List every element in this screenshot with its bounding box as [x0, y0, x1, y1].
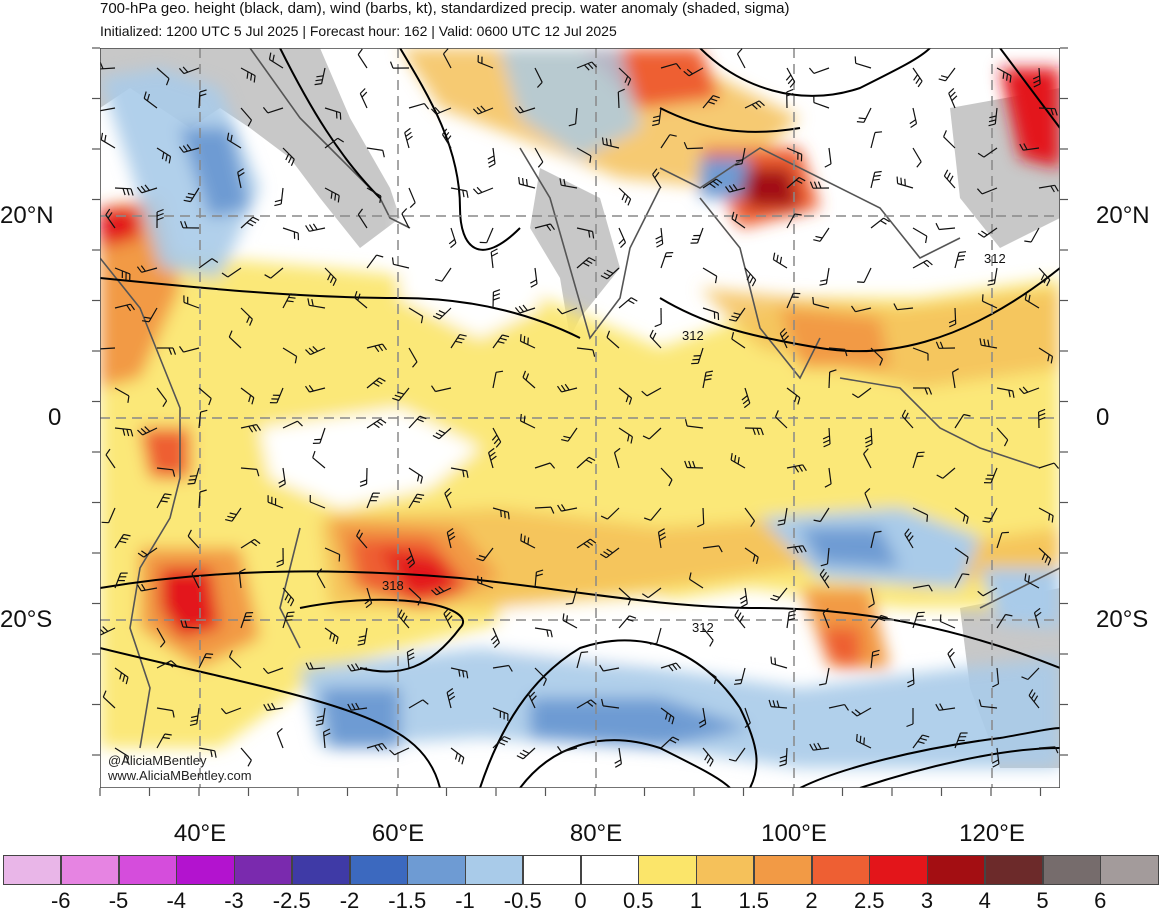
colorbar-swatch	[638, 855, 696, 885]
lon-label-120e: 120°E	[959, 820, 1025, 848]
colorbar-tick-label: 0	[574, 888, 586, 914]
colorbar-tick-label: 2	[805, 888, 817, 914]
colorbar-swatch	[985, 855, 1043, 885]
colorbar-swatch	[869, 855, 927, 885]
colorbar-swatch	[754, 855, 812, 885]
colorbar-tick-label: -3	[224, 888, 244, 914]
colorbar-swatch	[523, 855, 581, 885]
lat-label-20n-right: 20°N	[1096, 202, 1150, 230]
lat-label-eq-right: 0	[1096, 404, 1109, 432]
colorbar-tick-label: -6	[51, 888, 71, 914]
colorbar-tick-label: 4	[979, 888, 991, 914]
colorbar-tick-label: -5	[109, 888, 129, 914]
colorbar-tick-label: -1.5	[388, 888, 426, 914]
lon-label-80e: 80°E	[570, 820, 622, 848]
colorbar-swatch	[407, 855, 465, 885]
colorbar-tick-label: 6	[1094, 888, 1106, 914]
colorbar-swatch	[119, 855, 177, 885]
colorbar-swatch	[292, 855, 350, 885]
colorbar-swatch	[1043, 855, 1101, 885]
colorbar-tick-label: -2.5	[273, 888, 311, 914]
credit-website: www.AliciaMBentley.com	[108, 768, 252, 783]
colorbar-tick-label: -2	[340, 888, 360, 914]
lat-label-20n: 20°N	[0, 202, 54, 230]
colorbar-tick-label: 1.5	[738, 888, 769, 914]
lon-label-100e: 100°E	[761, 820, 827, 848]
colorbar-tick-label: 2.5	[854, 888, 885, 914]
colorbar-tick-label: -0.5	[504, 888, 542, 914]
colorbar	[3, 855, 1158, 885]
colorbar-tick-label: 1	[690, 888, 702, 914]
colorbar-swatch	[581, 855, 639, 885]
colorbar-swatch	[927, 855, 985, 885]
colorbar-tick-label: -4	[166, 888, 186, 914]
lat-label-eq: 0	[48, 404, 61, 432]
frame-ticks	[90, 40, 1070, 800]
colorbar-tick-label: 0.5	[623, 888, 654, 914]
colorbar-swatch	[696, 855, 754, 885]
chart-title: 700-hPa geo. height (black, dam), wind (…	[100, 0, 790, 17]
colorbar-swatch	[3, 855, 61, 885]
lat-label-20s-right: 20°S	[1096, 606, 1148, 634]
colorbar-swatch	[465, 855, 523, 885]
chart-subtitle: Initialized: 1200 UTC 5 Jul 2025 | Forec…	[100, 23, 617, 39]
colorbar-tick-label: -1	[455, 888, 475, 914]
colorbar-swatch	[812, 855, 870, 885]
lat-label-20s: 20°S	[0, 606, 52, 634]
colorbar-swatch	[176, 855, 234, 885]
colorbar-tick-label: 3	[921, 888, 933, 914]
colorbar-swatch	[350, 855, 408, 885]
colorbar-swatch	[1100, 855, 1158, 885]
lon-label-60e: 60°E	[372, 820, 424, 848]
colorbar-tick-label: 5	[1036, 888, 1048, 914]
colorbar-swatch	[61, 855, 119, 885]
lon-label-40e: 40°E	[174, 820, 226, 848]
colorbar-swatch	[234, 855, 292, 885]
credit-handle: @AliciaMBentley	[108, 753, 206, 768]
